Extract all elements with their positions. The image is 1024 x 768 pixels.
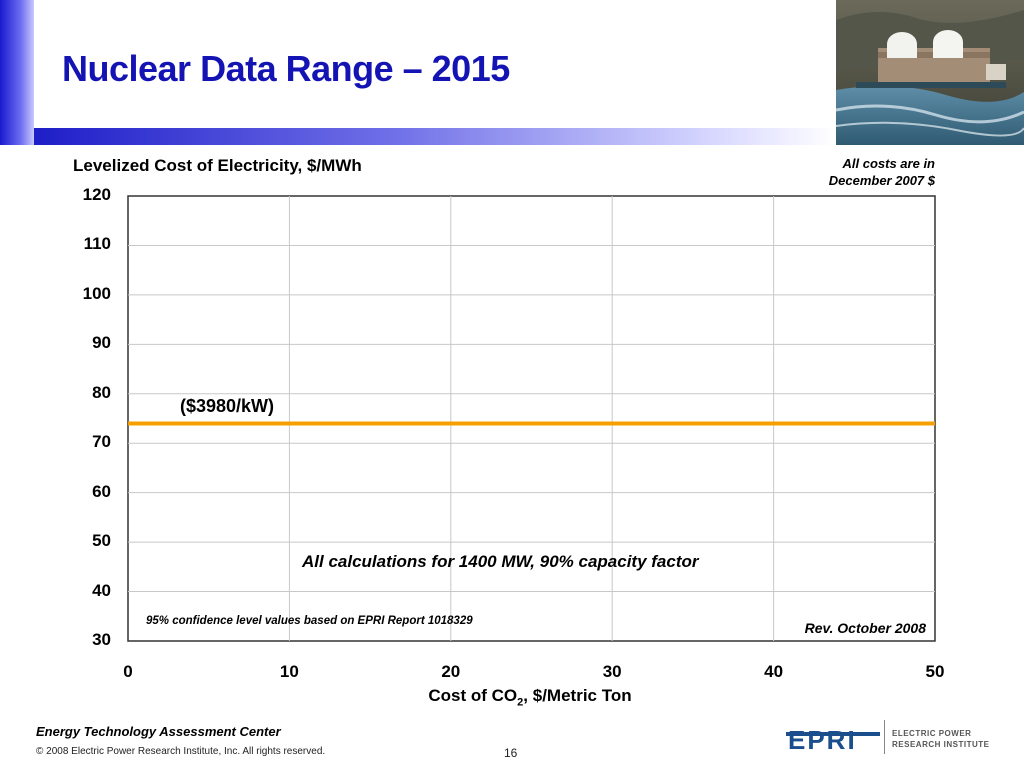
x-tick-label: 0 — [123, 662, 133, 681]
grid-lines — [128, 196, 935, 641]
accent-bar — [0, 0, 34, 145]
y-tick-label: 90 — [92, 333, 111, 353]
currency-note: All costs are in December 2007 $ — [829, 155, 935, 189]
epri-logo: EPRI — [786, 718, 880, 763]
epri-org-line1: ELECTRIC POWER — [892, 729, 972, 738]
y-tick-label: 30 — [92, 630, 111, 649]
epri-logo-text: EPRI — [788, 725, 857, 755]
x-tick-label: 40 — [764, 662, 784, 681]
y-tick-label: 100 — [82, 283, 111, 303]
epri-org-name: ELECTRIC POWER RESEARCH INSTITUTE — [892, 728, 989, 750]
calc-note: All calculations for 1400 MW, 90% capaci… — [301, 552, 700, 571]
power-plant-photo — [836, 0, 1024, 145]
y-tick-label: 70 — [92, 432, 111, 452]
y-tick-label: 60 — [92, 481, 111, 501]
copyright-text: © 2008 Electric Power Research Institute… — [36, 746, 326, 757]
y-tick-label: 80 — [92, 382, 111, 402]
x-tick-label: 20 — [441, 662, 461, 681]
plot-frame — [127, 195, 936, 642]
y-tick-label: 40 — [92, 580, 111, 600]
footer-center-name: Energy Technology Assessment Center — [36, 724, 281, 739]
y-axis-title: Levelized Cost of Electricity, $/MWh — [73, 156, 362, 175]
epri-org-line2: RESEARCH INSTITUTE — [892, 740, 990, 749]
x-axis-title: Cost of CO2, $/Metric Ton — [0, 686, 1024, 708]
y-tick-label: 110 — [83, 234, 111, 254]
currency-note-line2: December 2007 $ — [828, 173, 935, 188]
x-tick-label: 50 — [925, 662, 945, 681]
title-rule — [34, 128, 836, 145]
x-tick-label: 10 — [279, 662, 299, 681]
x-axis-title-main: Cost of CO — [428, 686, 518, 705]
x-tick-label: 30 — [602, 662, 622, 681]
x-axis-title-subscript: 2 — [517, 696, 524, 709]
revision-note: Rev. October 2008 — [805, 620, 927, 636]
line-label: ($3980/kW) — [180, 396, 274, 416]
currency-note-line1: All costs are in — [842, 156, 935, 171]
y-tick-label: 120 — [82, 185, 111, 204]
logo-divider — [884, 720, 885, 754]
confidence-note: 95% confidence level values based on EPR… — [146, 615, 473, 627]
y-tick-label: 50 — [92, 531, 111, 551]
slide-title: Nuclear Data Range – 2015 — [62, 48, 510, 89]
x-axis-title-rest: , $/Metric Ton — [523, 686, 632, 705]
page-number: 16 — [504, 746, 518, 760]
